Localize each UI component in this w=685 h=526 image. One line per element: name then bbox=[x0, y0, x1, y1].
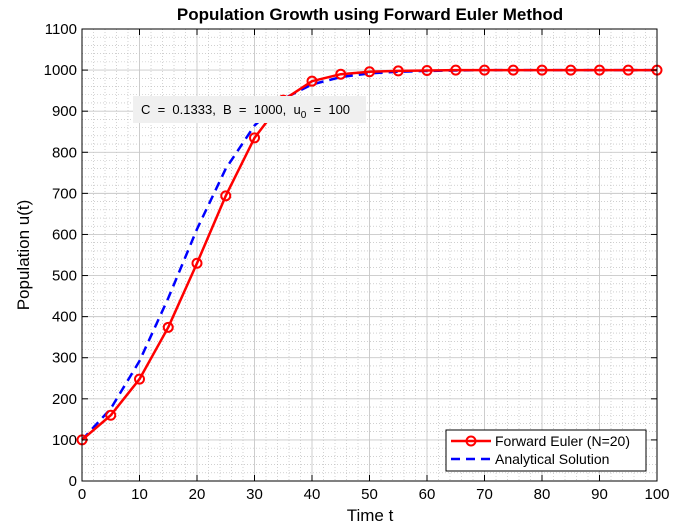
legend-euler-marker bbox=[465, 435, 477, 447]
x-tick-label: 40 bbox=[304, 486, 321, 503]
x-tick-label: 20 bbox=[189, 486, 206, 503]
x-tick-label: 0 bbox=[78, 486, 86, 503]
annotation-prefix: C = 0.1333, B = 1000, u bbox=[141, 102, 301, 117]
y-tick-label: 200 bbox=[52, 391, 77, 408]
data-point bbox=[622, 64, 634, 76]
legend-euler-label: Forward Euler (N=20) bbox=[495, 433, 630, 449]
x-tick-label: 90 bbox=[591, 486, 608, 503]
data-point bbox=[392, 65, 404, 77]
data-point bbox=[220, 190, 232, 202]
x-tick-label: 30 bbox=[246, 486, 263, 503]
y-tick-labels: 0 100 200 300 400 500 600 700 800 900 1000 1100 bbox=[44, 21, 77, 490]
axis-ticks bbox=[81, 28, 658, 482]
legend-box bbox=[445, 429, 647, 472]
data-point bbox=[105, 409, 117, 421]
y-tick-label: 1000 bbox=[44, 62, 77, 79]
series-layer bbox=[76, 64, 663, 446]
y-tick-label: 1100 bbox=[45, 21, 77, 38]
x-tick-labels: 0 10 20 30 40 50 60 70 80 90 100 bbox=[78, 486, 670, 503]
data-point bbox=[306, 75, 318, 87]
legend-analytical-label: Analytical Solution bbox=[495, 451, 609, 467]
legend: Forward Euler (N=20) Analytical Solution bbox=[445, 429, 647, 472]
y-tick-label: 500 bbox=[52, 268, 77, 285]
y-axis-label: Population u(t) bbox=[14, 200, 33, 311]
x-tick-label: 10 bbox=[131, 486, 148, 503]
x-tick-label: 80 bbox=[534, 486, 551, 503]
data-point bbox=[536, 64, 548, 76]
y-tick-label: 800 bbox=[52, 144, 77, 161]
y-tick-label: 300 bbox=[52, 350, 77, 367]
data-point bbox=[191, 257, 203, 269]
x-axis-label: Time t bbox=[347, 506, 394, 525]
data-point bbox=[335, 68, 347, 80]
annotation-text: C = 0.1333, B = 1000, u0 = 100 bbox=[141, 102, 350, 121]
data-point bbox=[134, 373, 145, 385]
data-point bbox=[364, 66, 375, 78]
y-tick-label: 700 bbox=[52, 185, 77, 202]
x-tick-label: 50 bbox=[361, 486, 378, 503]
chart-title: Population Growth using Forward Euler Me… bbox=[177, 5, 563, 24]
y-tick-label: 600 bbox=[52, 226, 77, 243]
y-tick-label: 900 bbox=[52, 103, 77, 120]
data-point bbox=[479, 64, 490, 76]
data-point bbox=[249, 132, 260, 144]
data-point bbox=[507, 64, 519, 76]
series-line-forward-euler bbox=[81, 68, 657, 441]
annotation-box bbox=[133, 96, 366, 123]
x-tick-label: 100 bbox=[644, 486, 669, 503]
annotation-suffix: = 100 bbox=[306, 102, 350, 117]
y-tick-label: 400 bbox=[52, 309, 77, 326]
data-point bbox=[162, 321, 174, 333]
data-point bbox=[565, 64, 577, 76]
data-point bbox=[421, 65, 433, 77]
data-point bbox=[450, 64, 462, 76]
annotation-subscript: 0 bbox=[301, 110, 307, 121]
data-point bbox=[594, 64, 605, 76]
x-tick-label: 60 bbox=[419, 486, 436, 503]
parameter-annotation: C = 0.1333, B = 1000, u0 = 100 bbox=[133, 96, 366, 123]
y-tick-label: 0 bbox=[69, 473, 77, 490]
y-tick-label: 100 bbox=[52, 432, 77, 449]
x-tick-label: 70 bbox=[476, 486, 493, 503]
